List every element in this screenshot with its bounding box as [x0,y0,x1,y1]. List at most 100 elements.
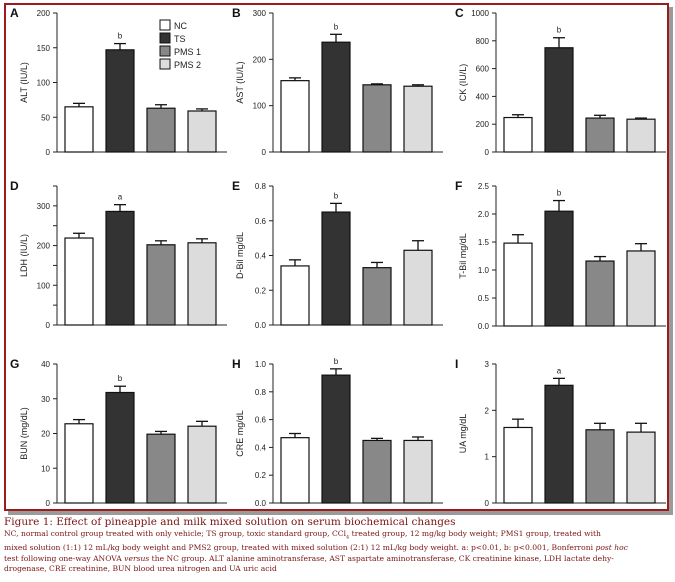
y-tick-label: 0 [46,499,51,508]
y-tick-label: 2.0 [478,210,490,219]
legend-label: NC [174,21,187,31]
panel-label: G [10,357,19,371]
chart-panel-d: D 0 100 200 300 LDH (IU/L) a [10,179,227,330]
y-tick-label: 1 [485,453,490,462]
y-tick-label: 0.6 [255,217,267,226]
y-axis-label: T-Bil mg/dL [458,233,468,279]
panel-label: C [455,6,464,20]
legend-swatch [159,32,171,44]
y-tick-label: 200 [37,242,51,251]
y-axis-label: CK (IU/L) [458,64,468,102]
significance-label: b [118,32,123,41]
y-tick-label: 400 [476,92,490,101]
bar-pms-1 [585,429,615,504]
y-tick-label: 100 [37,79,51,88]
bar-ts [321,41,351,153]
chart-panel-e: E 0.0 0.2 0.4 0.6 0.8 D-Bil mg/dL b [232,179,443,330]
panel-label: E [232,179,240,193]
bar-pms-1 [362,84,392,153]
panel-label: A [10,6,19,20]
bar-ts [544,384,574,504]
bar-nc [280,80,310,153]
bar-nc [503,426,533,504]
bar-pms-1 [146,433,176,504]
chart-panel-g: G 0 10 20 30 40 BUN (mg/dL) b [10,357,227,508]
y-tick-label: 40 [41,360,50,369]
y-tick-label: 0.4 [255,443,267,452]
bar-pms-2 [626,250,656,327]
legend-swatch [159,45,171,57]
y-tick-label: 300 [253,9,267,18]
chart-panel-c: C 0 200 400 600 800 1000 CK (IU/L) b [455,6,666,157]
bar-pms-2 [626,431,656,504]
panel-label: H [232,357,241,371]
y-tick-label: 100 [253,102,267,111]
bar-pms-2 [187,425,217,504]
chart-panel-i: I 0 1 2 3 UA mg/dL a [455,357,666,508]
y-tick-label: 0 [46,148,51,157]
y-tick-label: 300 [37,202,51,211]
y-tick-label: 0 [46,321,51,330]
y-tick-label: 20 [41,430,50,439]
bar-nc [280,437,310,504]
bar-ts [105,49,135,153]
bar-nc [503,116,533,153]
y-tick-label: 0.0 [255,321,267,330]
bar-nc [64,237,94,326]
y-tick-label: 1.0 [255,360,267,369]
legend-label: PMS 2 [174,60,201,70]
y-tick-label: 0.8 [255,182,267,191]
panel-label: D [10,179,19,193]
bar-ts [321,211,351,326]
chart-panel-h: H 0.0 0.2 0.4 0.6 0.8 1.0 CRE mg/dL b [232,357,443,508]
y-axis-label: AST (IU/L) [235,61,245,103]
y-tick-label: 0.4 [255,252,267,261]
caption-body: NC, normal control group treated with on… [4,529,672,575]
caption-line: test following one-way ANOVA versus the … [4,554,672,565]
caption-text: NC, normal control group treated with on… [4,529,347,538]
y-tick-label: 3 [485,360,490,369]
y-tick-label: 100 [37,281,51,290]
y-axis-label: LDH (IU/L) [19,234,29,277]
significance-label: b [334,22,339,31]
caption-text: mixed solution (1:1) 12 mL/kg body weigh… [4,543,596,553]
panel-label: F [455,179,462,193]
bar-pms-1 [585,260,615,327]
y-tick-label: 1.0 [478,266,490,275]
bar-nc [64,423,94,504]
y-tick-label: 0.2 [255,471,267,480]
y-tick-label: 800 [476,37,490,46]
bar-ts [544,47,574,153]
y-axis-label: BUN (mg/dL) [19,407,29,460]
legend-label: PMS 1 [174,47,201,57]
bar-pms-2 [187,110,217,153]
panel-label: B [232,6,241,20]
y-axis-label: UA mg/dL [458,414,468,454]
bar-pms-2 [626,118,656,153]
significance-label: a [557,366,562,375]
bar-pms-1 [146,244,176,326]
y-tick-label: 0.2 [255,286,267,295]
chart-panel-a: A 0 50 100 150 200 ALT (IU/L) b NC TS PMS 1 PMS 2 [10,6,227,157]
legend-swatch [159,58,171,70]
y-tick-label: 0 [485,148,490,157]
bar-pms-2 [187,242,217,326]
bar-pms-2 [403,85,433,153]
y-tick-label: 0.5 [478,294,490,303]
caption-italic: versus [124,553,150,563]
bar-ts [544,210,574,327]
caption-italic: post hoc [595,543,628,553]
legend-swatch [159,19,171,31]
bar-pms-1 [146,107,176,153]
y-tick-label: 0 [262,148,267,157]
y-tick-label: 200 [253,55,267,64]
y-tick-label: 0.6 [255,416,267,425]
y-tick-label: 10 [41,464,50,473]
bar-pms-2 [403,249,433,326]
figure-caption: Figure 1: Effect of pineapple and milk m… [4,516,672,575]
y-tick-label: 0.8 [255,388,267,397]
significance-label: a [118,193,123,202]
caption-text: test following one-way ANOVA [4,553,125,563]
y-tick-label: 1000 [471,9,489,18]
legend-label: TS [174,34,186,44]
